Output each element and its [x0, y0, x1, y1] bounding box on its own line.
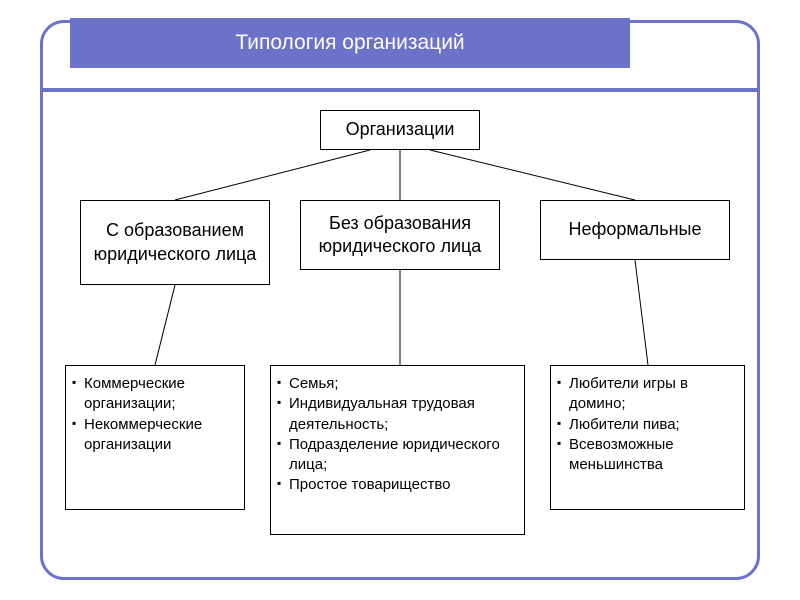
node-cat2-label: Без образования юридического лица	[301, 212, 499, 259]
title-text: Типология организаций	[235, 31, 464, 55]
list-item: Семья;	[277, 374, 518, 394]
node-cat3-label: Неформальные	[569, 218, 702, 241]
leaf1-list: Коммерческие организации;Некоммерческие …	[72, 374, 238, 455]
list-item: Простое товарищество	[277, 475, 518, 495]
list-item: Любители пива;	[557, 415, 738, 435]
node-leaf-hobby: Любители игры в домино;Любители пива;Все…	[550, 365, 745, 510]
leaf3-list: Любители игры в домино;Любители пива;Все…	[557, 374, 738, 475]
list-item: Индивидуальная трудовая деятельность;	[277, 394, 518, 435]
list-item: Подразделение юридического лица;	[277, 435, 518, 476]
node-root: Организации	[320, 110, 480, 150]
node-root-label: Организации	[346, 118, 455, 141]
title-bar: Типология организаций	[70, 18, 630, 68]
title-underline	[40, 88, 760, 92]
node-cat1-label: С образованием юридического лица	[81, 219, 269, 266]
list-item: Некоммерческие организации	[72, 415, 238, 456]
node-category-no-legal-entity: Без образования юридического лица	[300, 200, 500, 270]
node-category-legal-entity: С образованием юридического лица	[80, 200, 270, 285]
node-leaf-commercial: Коммерческие организации;Некоммерческие …	[65, 365, 245, 510]
node-leaf-family: Семья;Индивидуальная трудовая деятельнос…	[270, 365, 525, 535]
list-item: Любители игры в домино;	[557, 374, 738, 415]
node-category-informal: Неформальные	[540, 200, 730, 260]
list-item: Коммерческие организации;	[72, 374, 238, 415]
leaf2-list: Семья;Индивидуальная трудовая деятельнос…	[277, 374, 518, 496]
list-item: Всевозможные меньшинства	[557, 435, 738, 476]
